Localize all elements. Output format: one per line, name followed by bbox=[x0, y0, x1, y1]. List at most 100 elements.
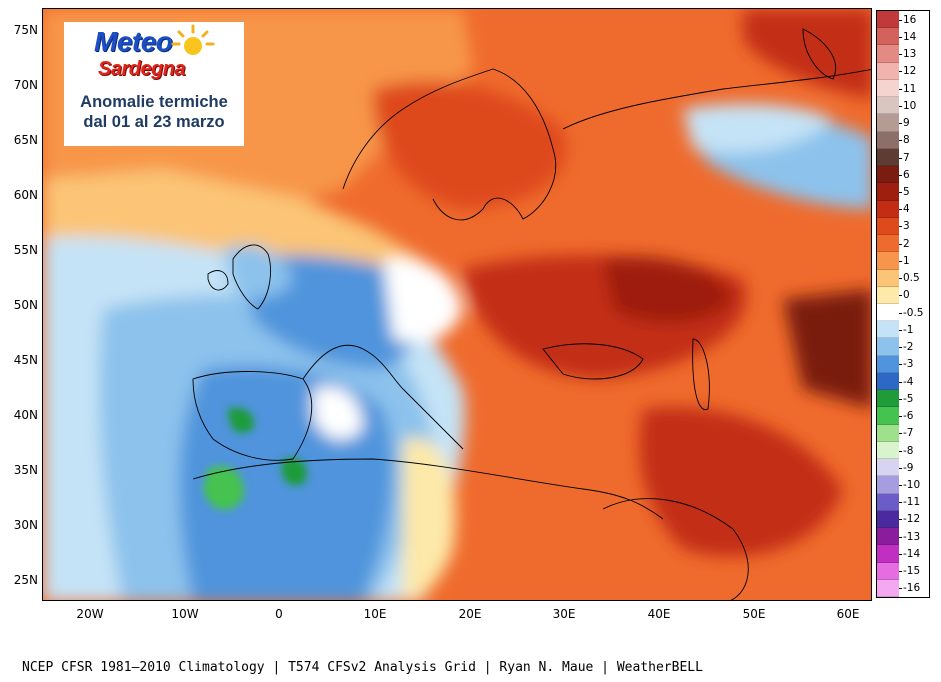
colorbar-tick bbox=[899, 71, 902, 73]
lon-label-10w: 10W bbox=[171, 607, 199, 621]
colorbar-tick bbox=[899, 19, 902, 21]
colorbar-label: 5 bbox=[903, 185, 910, 198]
colorbar-swatch bbox=[877, 79, 899, 98]
colorbar-legend: 16 14 13 12 11 10 9 8 7 6 5 4 3 2 1 0.5 0 -0.5 -1 -2 -3 -4 -5 -… bbox=[876, 10, 930, 598]
colorbar-swatch bbox=[877, 459, 899, 477]
colorbar-swatch bbox=[877, 355, 899, 373]
colorbar-label: -2 bbox=[903, 341, 914, 354]
colorbar-swatch bbox=[877, 476, 899, 494]
colorbar-swatch bbox=[877, 493, 899, 511]
colorbar-tick bbox=[899, 54, 902, 56]
colorbar-label: -13 bbox=[903, 530, 921, 543]
coastlines bbox=[192, 28, 871, 600]
colorbar-label: -7 bbox=[903, 427, 914, 440]
colorbar-swatch bbox=[877, 252, 899, 270]
colorbar-tick bbox=[899, 347, 902, 349]
colorbar-label: 7 bbox=[903, 151, 910, 164]
colorbar-label: 3 bbox=[903, 220, 910, 233]
colorbar-label: -15 bbox=[903, 565, 921, 578]
colorbar-tick bbox=[899, 278, 902, 280]
colorbar-tick bbox=[899, 450, 902, 452]
colorbar-swatch bbox=[877, 372, 899, 391]
colorbar-tick bbox=[899, 226, 902, 228]
lat-label-40n: 40N bbox=[13, 408, 38, 422]
colorbar-swatch bbox=[877, 217, 899, 236]
colorbar-label: -4 bbox=[903, 375, 914, 388]
colorbar-label: -9 bbox=[903, 461, 914, 474]
coast-scandinavia bbox=[342, 68, 557, 221]
colorbar-label: 13 bbox=[903, 48, 917, 61]
colorbar-label: 10 bbox=[903, 99, 917, 112]
cool-britain bbox=[223, 245, 293, 298]
colorbar-tick bbox=[899, 553, 902, 555]
colorbar-swatch bbox=[877, 545, 899, 563]
colorbar-tick bbox=[899, 123, 902, 125]
colorbar-tick bbox=[899, 36, 902, 38]
colorbar-label: -6 bbox=[903, 410, 914, 423]
colorbar-swatch bbox=[877, 407, 899, 425]
coast-ireland bbox=[207, 270, 229, 291]
credits-footer: NCEP CFSR 1981–2010 Climatology | T574 C… bbox=[22, 660, 703, 675]
colorbar-tick bbox=[899, 191, 902, 193]
map-title-line2: dal 01 al 23 marzo bbox=[83, 113, 225, 131]
coast-iberia bbox=[192, 371, 313, 461]
colorbar-label: 14 bbox=[903, 30, 917, 43]
colorbar-swatch bbox=[877, 166, 899, 184]
colorbar-swatch bbox=[877, 148, 899, 167]
coast-black-sea bbox=[542, 343, 644, 380]
neutral-med bbox=[313, 386, 363, 440]
colorbar-swatch bbox=[877, 338, 899, 356]
colorbar-tick bbox=[899, 157, 902, 159]
colorbar-swatch bbox=[877, 441, 899, 460]
colorbar-tick bbox=[899, 502, 902, 504]
colorbar-label: -11 bbox=[903, 496, 921, 509]
colorbar-tick bbox=[899, 536, 902, 538]
map-canvas bbox=[43, 9, 871, 600]
lon-label-0: 0 bbox=[275, 607, 283, 621]
lat-label-60n: 60N bbox=[13, 188, 38, 202]
brand-meteo: Meteo bbox=[94, 26, 173, 57]
warm-scandi bbox=[373, 81, 567, 209]
colorbar-label: -5 bbox=[903, 392, 914, 405]
lon-label-30e: 30E bbox=[552, 607, 576, 621]
lon-label-60e: 60E bbox=[836, 607, 860, 621]
colorbar-swatch bbox=[877, 62, 899, 80]
colorbar-tick bbox=[899, 174, 902, 176]
colorbar-swatch bbox=[877, 390, 899, 408]
colorbar-tick bbox=[899, 416, 902, 418]
colorbar-tick bbox=[899, 209, 902, 211]
colorbar-swatch bbox=[877, 321, 899, 339]
map-title-line1: Anomalie termiche bbox=[80, 93, 228, 111]
green-iberia bbox=[228, 407, 254, 433]
colorbar-tick bbox=[899, 295, 902, 297]
colorbar-swatch bbox=[877, 269, 899, 287]
colorbar-swatch bbox=[877, 579, 899, 597]
colorbar-swatch bbox=[877, 510, 899, 529]
colorbar-label: -12 bbox=[903, 513, 921, 526]
colorbar-label: 0.5 bbox=[903, 272, 920, 285]
colorbar-tick bbox=[899, 140, 902, 142]
lat-label-75n: 75N bbox=[13, 23, 38, 37]
colorbar-label: 0 bbox=[903, 289, 910, 302]
colorbar-tick bbox=[899, 519, 902, 521]
colorbar-tick bbox=[899, 433, 902, 435]
colorbar-label: 8 bbox=[903, 134, 910, 147]
colorbar-tick bbox=[899, 105, 902, 107]
colorbar-label: 12 bbox=[903, 65, 917, 78]
logo-panel: Meteo Sardegna Anomalie termiche dal 01 … bbox=[64, 22, 244, 146]
colorbar-tick bbox=[899, 571, 902, 573]
anomaly-map bbox=[42, 8, 872, 601]
hot-mideast bbox=[639, 407, 843, 557]
colorbar-swatch bbox=[877, 11, 899, 29]
colorbar-label: -10 bbox=[903, 478, 921, 491]
colorbar-label: 16 bbox=[903, 13, 917, 26]
lat-label-45n: 45N bbox=[13, 353, 38, 367]
colorbar-label: 2 bbox=[903, 237, 910, 250]
colorbar-label: -8 bbox=[903, 444, 914, 457]
colorbar-swatch bbox=[877, 114, 899, 132]
coast-north-africa bbox=[192, 458, 664, 520]
lon-label-20w: 20W bbox=[76, 607, 104, 621]
sun-icon bbox=[171, 24, 215, 55]
colorbar-tick bbox=[899, 312, 902, 314]
green-morocco bbox=[203, 465, 244, 510]
